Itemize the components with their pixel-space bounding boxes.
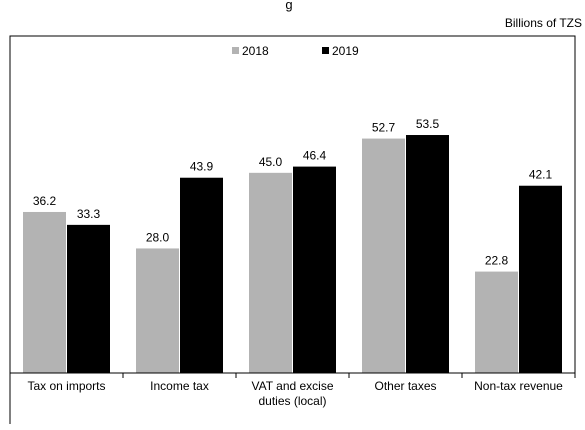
category-label-4: Other taxes — [374, 379, 436, 393]
bar-2018-4 — [362, 138, 405, 373]
value-label-2018-2: 28.0 — [146, 230, 170, 244]
bar-2018-5 — [475, 271, 518, 373]
bar-2018-3 — [249, 172, 292, 373]
legend-label-2018: 2018 — [242, 44, 269, 58]
category-label-1: Tax on imports — [27, 379, 105, 393]
legend-swatch-2018 — [232, 47, 239, 54]
legend-swatch-2019 — [322, 47, 329, 54]
bar-2019-5 — [519, 185, 562, 373]
top-title-fragment: g — [285, 0, 292, 12]
value-label-2019-2: 43.9 — [190, 160, 214, 174]
bar-2018-2 — [136, 248, 179, 373]
bars-layer — [23, 135, 562, 373]
unit-label: Billions of TZS — [505, 16, 582, 30]
bar-2018-1 — [23, 211, 66, 373]
value-label-2019-5: 42.1 — [529, 168, 553, 182]
category-label-3: VAT and excise duties (local) — [251, 379, 333, 408]
bar-2019-1 — [67, 224, 110, 373]
category-label-5: Non-tax revenue — [474, 379, 563, 393]
category-label-2: Income tax — [150, 379, 209, 393]
value-label-2019-1: 33.3 — [77, 207, 101, 221]
value-label-2018-3: 45.0 — [259, 155, 283, 169]
value-label-2018-4: 52.7 — [372, 121, 396, 135]
value-label-2019-4: 53.5 — [416, 117, 440, 131]
bar-2019-3 — [293, 166, 336, 373]
bar-2019-2 — [180, 177, 223, 373]
legend: 2018 2019 — [232, 44, 359, 58]
value-label-2019-3: 46.4 — [303, 149, 327, 163]
value-labels-layer: 36.2 33.3 28.0 43.9 45.0 46.4 52.7 53.5 22.8 42.1 — [33, 117, 553, 268]
value-label-2018-5: 22.8 — [485, 254, 509, 268]
legend-label-2019: 2019 — [332, 44, 359, 58]
bar-2019-4 — [406, 135, 449, 373]
value-label-2018-1: 36.2 — [33, 194, 57, 208]
x-axis: Tax on imports Income tax VAT and excise du… — [9, 372, 576, 424]
